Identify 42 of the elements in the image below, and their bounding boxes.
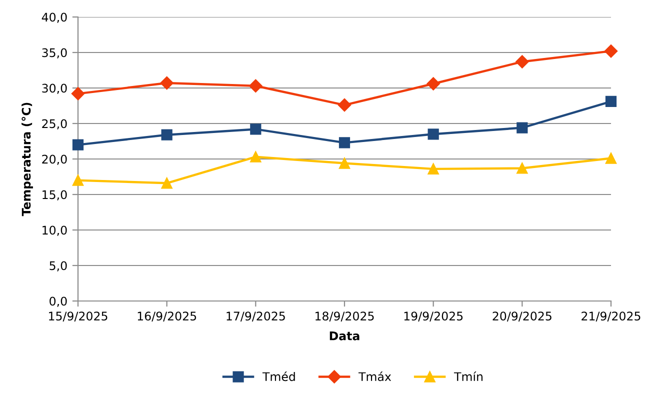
point <box>516 162 528 174</box>
point <box>338 137 350 148</box>
point <box>516 122 528 134</box>
point <box>161 178 172 189</box>
y-tick-label: 30,0 <box>42 84 67 94</box>
x-tick-label: 20/9/2025 <box>492 312 552 322</box>
x-tick-label: 16/9/2025 <box>138 312 196 322</box>
y-tick-label: 5,0 <box>50 261 67 272</box>
point <box>426 77 440 90</box>
point <box>605 152 617 164</box>
x-tick-label: 18/9/2025 <box>316 312 374 322</box>
point <box>338 98 352 112</box>
point <box>516 55 529 68</box>
point <box>249 79 262 92</box>
point <box>72 174 84 186</box>
point <box>338 158 350 169</box>
legend-label: Tmín <box>454 371 482 381</box>
point <box>161 129 172 140</box>
x-axis-title: Data <box>330 332 360 340</box>
x-tick-label: 17/9/2025 <box>226 312 285 322</box>
point <box>250 151 262 162</box>
point <box>250 124 262 135</box>
point <box>72 139 84 150</box>
x-tick-label: 15/9/2025 <box>49 312 108 322</box>
point <box>605 96 617 108</box>
y-tick-label: 25,0 <box>42 119 67 130</box>
point <box>428 163 439 174</box>
y-axis-title: Temperatura (°C) <box>22 102 33 216</box>
legend-label: Tméd <box>262 371 295 382</box>
point <box>71 87 85 100</box>
y-tick-label: 40,0 <box>42 12 67 23</box>
y-tick-label: 0,0 <box>50 296 67 307</box>
legend-label: Tmáx <box>358 371 392 382</box>
y-tick-label: 35,0 <box>42 48 67 58</box>
y-tick-label: 10,0 <box>42 226 67 236</box>
x-tick-label: 19/9/2025 <box>404 312 463 322</box>
point <box>604 44 618 58</box>
x-tick-label: 21/9/2025 <box>582 312 640 322</box>
point <box>428 128 439 140</box>
point <box>160 76 174 90</box>
y-tick-label: 20,0 <box>42 154 67 165</box>
y-tick-label: 15,0 <box>42 190 67 200</box>
